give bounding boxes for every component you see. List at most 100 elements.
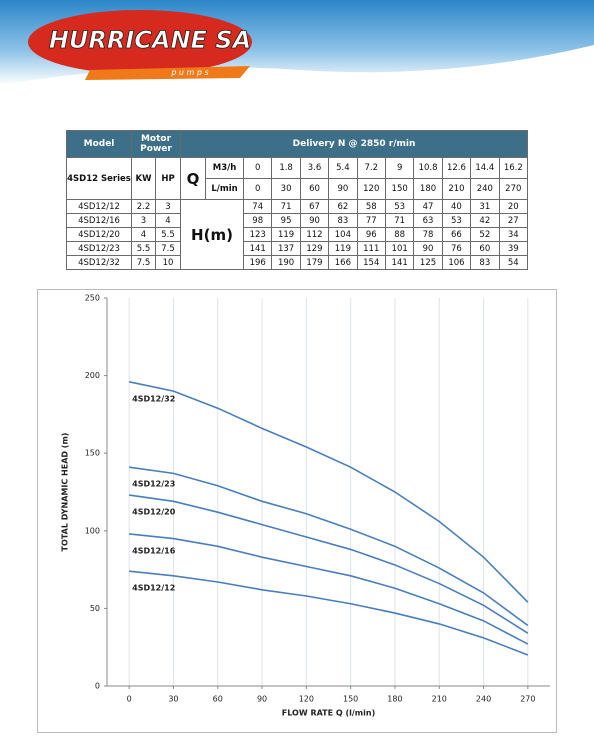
sub-header-cell: KW (131, 157, 156, 200)
series-label: 4SD12/12 (132, 584, 175, 593)
value-cell: 58 (356, 199, 386, 214)
series-line (129, 494, 529, 634)
value-cell: 104 (328, 227, 358, 242)
value-cell: 31 (470, 199, 500, 214)
value-cell: 47 (413, 199, 443, 214)
x-tick-label: 0 (127, 695, 132, 704)
model-cell: 4SD12/23 (66, 241, 132, 256)
table-row: 4SD12/23 5.5 7.5 141 137 129 119 111 101 90 76 60 39 (66, 241, 529, 256)
value-cell: 5.5 (131, 241, 156, 256)
series-line (129, 533, 529, 645)
series-cell: 4SD12 Series (66, 157, 132, 200)
table-row: 4SD12 Series KW HP Q M3/h 0 1.8 3.6 5.4 7.2 9 10.8 1… (66, 157, 529, 200)
x-tick-label: 150 (343, 695, 358, 704)
x-tick-label: 90 (257, 695, 267, 704)
value-cell: 40 (441, 199, 472, 214)
value-cell: 54 (498, 255, 529, 270)
brand: HURRICANE SA (49, 26, 251, 54)
value-cell: 7.5 (155, 241, 181, 256)
value-cell: 71 (384, 213, 415, 228)
value-cell: 42 (470, 213, 500, 228)
y-tick-label: 250 (85, 294, 100, 303)
flow-cell: 30 (271, 178, 301, 200)
model-cell: 4SD12/32 (66, 255, 132, 270)
value-cell: 95 (271, 213, 301, 228)
model-cell: 4SD12/12 (66, 199, 132, 214)
value-cell: 39 (498, 241, 529, 256)
value-cell: 66 (441, 227, 472, 242)
flow-cell: 90 (328, 178, 358, 200)
flow-cell: 60 (299, 178, 330, 200)
head-label-cell: H(m) (180, 199, 244, 270)
logo-ellipse (28, 10, 252, 74)
series-label: 4SD12/16 (132, 546, 176, 555)
x-tick-label: 180 (387, 695, 402, 704)
table-row: 4SD12/20 4 5.5 123 119 112 104 96 88 78 66 52 34 (66, 227, 529, 242)
value-cell: 90 (413, 241, 443, 256)
value-cell: 119 (328, 241, 358, 256)
y-tick-label: 200 (85, 371, 100, 380)
unit-cell: L/min (205, 178, 244, 200)
x-tick-label: 240 (476, 695, 491, 704)
flow-cell: 12.6 (441, 157, 472, 179)
value-cell: 62 (328, 199, 358, 214)
value-cell: 63 (413, 213, 443, 228)
flow-cell: 150 (384, 178, 415, 200)
value-cell: 76 (441, 241, 472, 256)
flow-cell: 240 (470, 178, 500, 200)
value-cell: 71 (271, 199, 301, 214)
value-cell: 90 (299, 213, 330, 228)
value-cell: 20 (498, 199, 529, 214)
flow-cell: 16.2 (498, 157, 529, 179)
value-cell: 106 (441, 255, 472, 270)
value-cell: 3 (131, 213, 156, 228)
spec-table: Model Motor Power Delivery N @ 2850 r/min 4… (66, 130, 529, 270)
table-row: 4SD12/12 2.2 3 H(m) 74 71 67 62 58 53 47 40 31 20 (66, 199, 529, 270)
header-cell: Delivery N @ 2850 r/min (179, 130, 529, 158)
value-cell: 77 (356, 213, 386, 228)
value-cell: 53 (384, 199, 415, 214)
header-cell: Motor Power (131, 130, 181, 158)
value-cell: 83 (328, 213, 358, 228)
value-cell: 190 (271, 255, 301, 270)
flow-cell: 180 (413, 178, 443, 200)
value-cell: 129 (299, 241, 330, 256)
y-tick-label: 100 (85, 526, 100, 535)
value-cell: 119 (271, 227, 301, 242)
value-cell: 53 (441, 213, 472, 228)
flow-cell: 120 (356, 178, 386, 200)
value-cell: 67 (299, 199, 330, 214)
value-cell: 78 (413, 227, 443, 242)
sub-header-cell: Q (180, 157, 206, 200)
x-axis-label: FLOW RATE Q (l/min) (282, 709, 375, 718)
value-cell: 112 (299, 227, 330, 242)
banner: HURRICANE SA p u m p s (0, 0, 594, 85)
series-line (128, 381, 529, 603)
x-tick-label: 60 (213, 695, 223, 704)
flow-cell: 0 (242, 157, 273, 179)
sub-header-cell: HP (155, 157, 181, 200)
value-cell: 34 (498, 227, 529, 242)
value-cell: 60 (470, 241, 500, 256)
y-axis-label: TOTAL DYNAMIC HEAD (m) (61, 433, 70, 552)
value-cell: 101 (384, 241, 415, 256)
table-row: 4SD12/16 3 4 98 95 90 83 77 71 63 53 42 27 (66, 213, 529, 228)
series-label: 4SD12/20 (132, 508, 176, 517)
model-cell: 4SD12/20 (66, 227, 132, 242)
value-cell: 123 (242, 227, 273, 242)
table-row: Model Motor Power Delivery N @ 2850 r/min (66, 130, 529, 158)
flow-cell: 7.2 (356, 157, 386, 179)
value-cell: 166 (328, 255, 358, 270)
x-tick-label: 120 (299, 695, 314, 704)
value-cell: 88 (384, 227, 415, 242)
value-cell: 179 (299, 255, 330, 270)
model-cell: 4SD12/16 (66, 213, 132, 228)
value-cell: 3 (155, 199, 181, 214)
value-cell: 96 (356, 227, 386, 242)
value-cell: 83 (470, 255, 500, 270)
y-tick-label: 0 (95, 682, 100, 691)
flow-cell: 210 (441, 178, 472, 200)
flow-cell: 5.4 (328, 157, 358, 179)
flow-cell: 0 (242, 178, 273, 200)
